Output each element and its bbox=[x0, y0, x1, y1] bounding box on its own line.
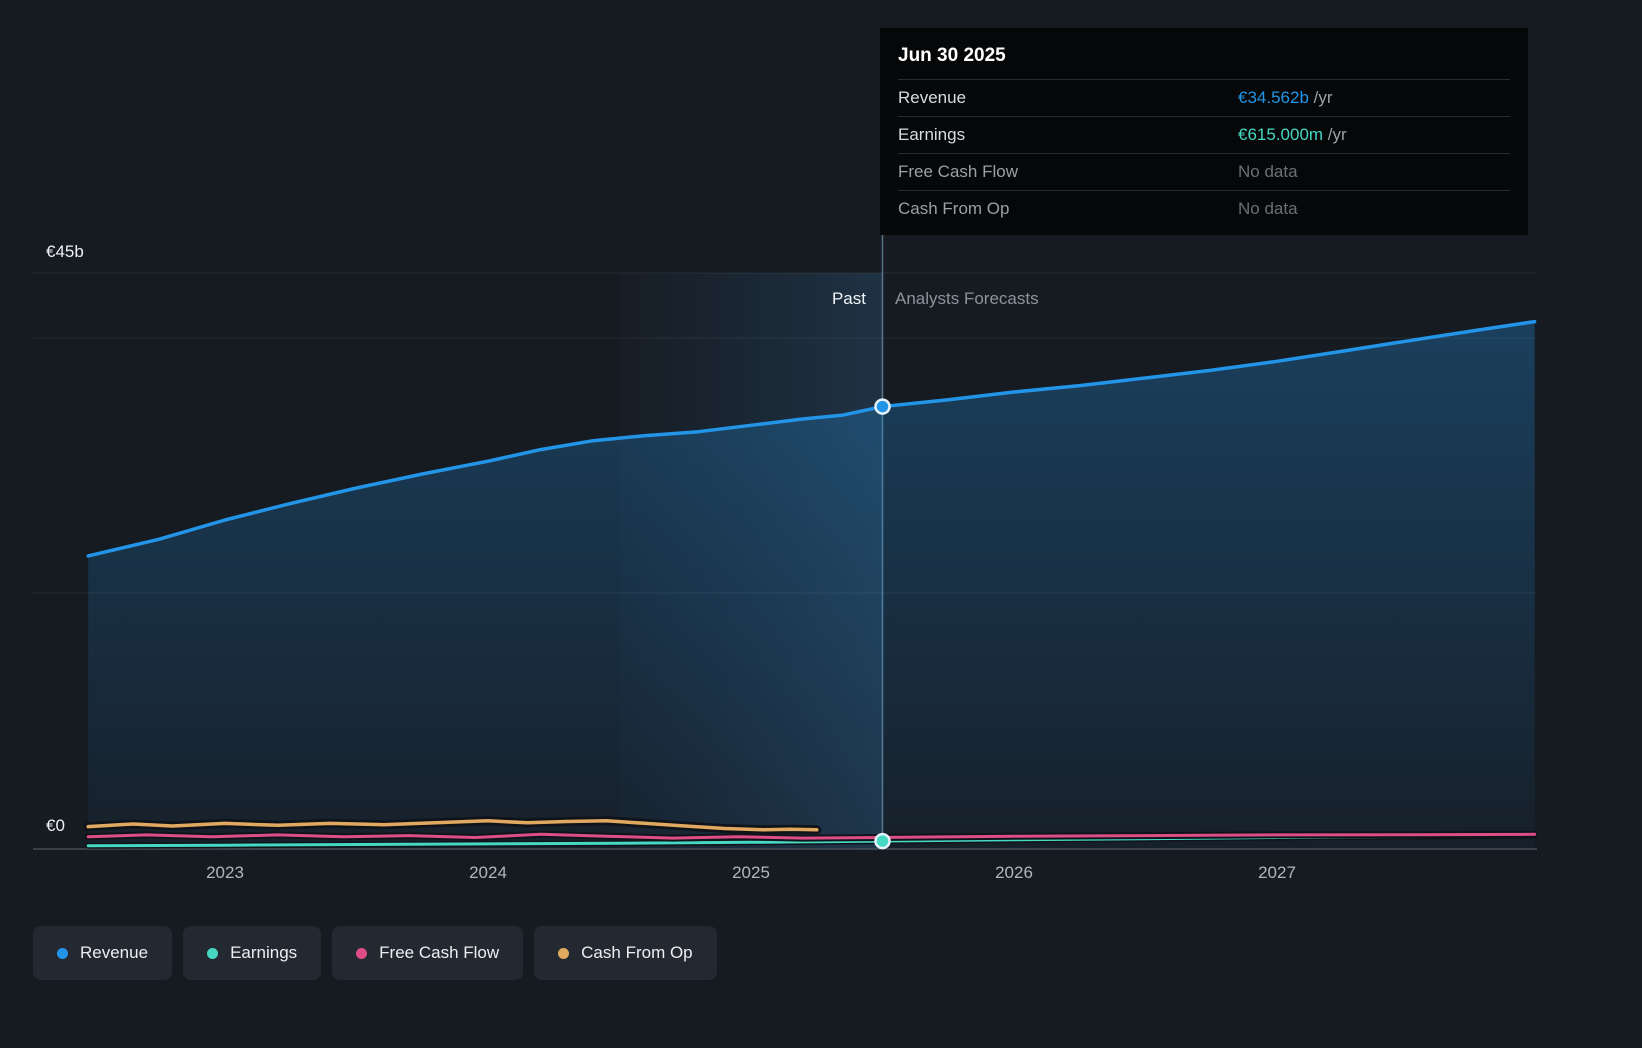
tooltip: Jun 30 2025 Revenue €34.562b /yr Earning… bbox=[880, 28, 1528, 235]
tooltip-value: No data bbox=[1238, 162, 1298, 181]
y-axis-label-top: €45b bbox=[46, 242, 84, 261]
tooltip-value: €34.562b bbox=[1238, 88, 1309, 107]
revenue-line bbox=[86, 319, 1537, 558]
tooltip-label: Revenue bbox=[898, 88, 967, 107]
cash-from-op-line bbox=[86, 819, 819, 832]
y-axis-label-zero: €0 bbox=[46, 816, 65, 835]
legend-label: Cash From Op bbox=[581, 943, 693, 962]
tooltip-label: Free Cash Flow bbox=[898, 162, 1018, 181]
tooltip-value-suffix: /yr bbox=[1308, 88, 1333, 107]
x-tick-2024: 2024 bbox=[469, 863, 507, 882]
tooltip-row-cash-from-op: Cash From Op No data bbox=[898, 190, 1510, 227]
tooltip-row-earnings: Earnings €615.000m /yr bbox=[898, 116, 1510, 153]
legend-label: Earnings bbox=[230, 943, 298, 962]
series-layer bbox=[83, 228, 1539, 850]
analysts-forecasts-label: Analysts Forecasts bbox=[895, 289, 1039, 308]
legend-item-free-cash-flow[interactable]: Free Cash Flow bbox=[332, 926, 524, 980]
tooltip-value-suffix: /yr bbox=[1323, 125, 1347, 144]
legend-label: Revenue bbox=[80, 943, 149, 962]
x-tick-2026: 2026 bbox=[995, 863, 1033, 882]
free-cash-flow-line bbox=[86, 832, 1537, 840]
cash-from-op-dot-icon bbox=[558, 947, 570, 959]
x-tick-2027: 2027 bbox=[1258, 863, 1296, 882]
tooltip-value: No data bbox=[1238, 199, 1298, 218]
free-cash-flow-dot-icon bbox=[356, 947, 368, 959]
x-tick-2023: 2023 bbox=[206, 863, 244, 882]
legend-item-cash-from-op[interactable]: Cash From Op bbox=[534, 926, 717, 980]
tooltip-row-free-cash-flow: Free Cash Flow No data bbox=[898, 153, 1510, 190]
legend-item-earnings[interactable]: Earnings bbox=[183, 926, 322, 980]
tooltip-date: Jun 30 2025 bbox=[898, 45, 1006, 66]
earnings-marker[interactable] bbox=[874, 832, 891, 850]
x-tick-2025: 2025 bbox=[732, 863, 770, 882]
revenue-dot-icon bbox=[57, 947, 68, 959]
legend-item-revenue[interactable]: Revenue bbox=[33, 926, 173, 980]
revenue-marker[interactable] bbox=[874, 398, 891, 415]
tooltip-row-revenue: Revenue €34.562b /yr bbox=[898, 79, 1510, 116]
tooltip-value: €615.000m bbox=[1238, 125, 1324, 144]
legend-label: Free Cash Flow bbox=[379, 943, 500, 962]
revenue-area bbox=[88, 321, 1535, 850]
tooltip-label: Cash From Op bbox=[898, 199, 1010, 218]
past-label: Past bbox=[831, 289, 866, 308]
legend: Revenue Earnings Free Cash Flow Cash Fro… bbox=[33, 926, 717, 980]
earnings-dot-icon bbox=[207, 947, 219, 959]
tooltip-label: Earnings bbox=[898, 125, 966, 144]
